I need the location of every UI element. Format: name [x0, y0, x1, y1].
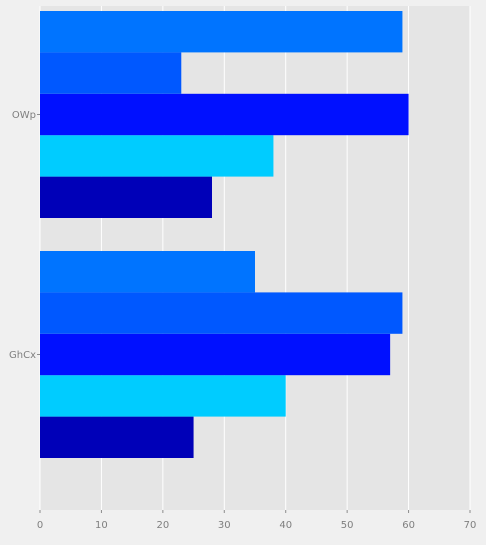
- bar: [40, 292, 403, 334]
- x-tick-label: 30: [218, 520, 231, 531]
- bar: [40, 375, 286, 417]
- y-tick-label: GhCx: [9, 350, 36, 361]
- bar: [40, 11, 403, 53]
- x-tick-label: 0: [37, 520, 43, 531]
- bar: [40, 416, 194, 458]
- x-tick-label: 70: [464, 520, 477, 531]
- bar: [40, 176, 212, 218]
- y-tick-label: OWp: [12, 110, 36, 121]
- x-tick-label: 40: [279, 520, 292, 531]
- bar: [40, 333, 391, 376]
- bars: [40, 11, 409, 458]
- bar: [40, 52, 182, 94]
- x-tick-label: 20: [156, 520, 169, 531]
- bar: [40, 251, 255, 293]
- y-axis: OWp GhCx: [9, 110, 40, 361]
- bar: [40, 135, 274, 177]
- x-tick-label: 50: [341, 520, 354, 531]
- x-tick-label: 10: [95, 520, 108, 531]
- x-axis: 0 10 20 30 40 50 60 70: [37, 510, 477, 531]
- x-tick-label: 60: [402, 520, 415, 531]
- bar: [40, 93, 409, 136]
